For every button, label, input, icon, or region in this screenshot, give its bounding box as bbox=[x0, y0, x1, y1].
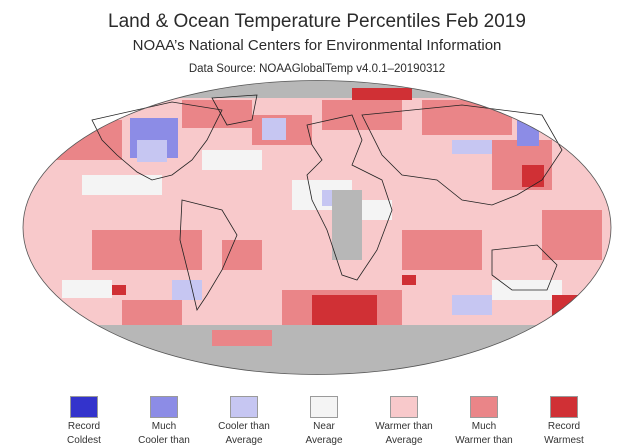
legend-label-line2: Average bbox=[225, 435, 263, 446]
record-warm-cell bbox=[402, 275, 416, 285]
near-average-cell bbox=[62, 280, 112, 298]
legend: Record Coldest Much Cooler than Cooler t… bbox=[0, 396, 634, 448]
legend-item-much-cooler: Much Cooler than bbox=[124, 396, 204, 446]
legend-item-cooler: Cooler than Average bbox=[204, 396, 284, 446]
europe-africa-outline bbox=[306, 114, 393, 281]
legend-item-near-average: Near Average bbox=[284, 396, 364, 446]
much-warmer-cell bbox=[402, 230, 482, 270]
legend-label-line2: Warmer than bbox=[455, 435, 513, 446]
cooler-cell bbox=[452, 140, 492, 154]
world-map-svg bbox=[22, 80, 612, 375]
globe-outline bbox=[22, 80, 612, 375]
legend-swatch bbox=[470, 396, 498, 418]
south-america-outline bbox=[179, 199, 238, 311]
legend-swatch bbox=[310, 396, 338, 418]
much-warmer-cell bbox=[542, 210, 602, 260]
much-warmer-cell bbox=[92, 230, 202, 270]
legend-label-line2: Average bbox=[385, 435, 423, 446]
cooler-cell bbox=[262, 118, 286, 140]
legend-item-much-warmer: Much Warmer than bbox=[444, 396, 524, 446]
record-warm-cell bbox=[112, 285, 126, 295]
legend-item-record-coldest: Record Coldest bbox=[44, 396, 124, 446]
greenland-outline bbox=[211, 94, 258, 126]
world-map bbox=[22, 80, 612, 375]
legend-label-line2: Average bbox=[305, 435, 343, 446]
record-warm-cell bbox=[312, 295, 377, 330]
legend-label-line1: Near bbox=[313, 421, 335, 432]
legend-item-warmer: Warmer than Average bbox=[364, 396, 444, 446]
near-average-cell bbox=[62, 110, 102, 120]
legend-label-line1: Cooler than bbox=[218, 421, 270, 432]
legend-label-line2: Coldest bbox=[67, 435, 101, 446]
asia-outline bbox=[361, 104, 563, 206]
map-cells bbox=[23, 80, 611, 375]
continent-outlines bbox=[91, 94, 563, 311]
map-title: Land & Ocean Temperature Percentiles Feb… bbox=[108, 11, 526, 32]
near-average-cell bbox=[82, 175, 162, 195]
north-america-outline bbox=[91, 101, 223, 181]
legend-swatch bbox=[150, 396, 178, 418]
legend-label-line1: Much bbox=[471, 421, 497, 432]
legend-label-line2: Warmest bbox=[544, 435, 584, 446]
much-warmer-cell bbox=[182, 100, 252, 128]
record-warm-cell bbox=[352, 88, 412, 100]
legend-label-line2: Cooler than bbox=[138, 435, 190, 446]
legend-label-line1: Record bbox=[67, 421, 101, 432]
no-data-arctic bbox=[23, 80, 611, 98]
cooler-cell bbox=[172, 280, 202, 300]
legend-swatch bbox=[390, 396, 418, 418]
no-data-cell bbox=[332, 190, 362, 260]
legend-label-line1: Warmer than bbox=[375, 421, 433, 432]
record-warm-cell bbox=[522, 165, 544, 187]
legend-label-line1: Record bbox=[547, 421, 581, 432]
data-source-label: Data Source: NOAAGlobalTemp v4.0.1–20190… bbox=[188, 63, 446, 75]
much-warmer-cell bbox=[212, 330, 272, 346]
much-cooler-cell bbox=[517, 120, 539, 146]
cooler-cell bbox=[137, 140, 167, 162]
legend-swatch bbox=[550, 396, 578, 418]
australia-outline bbox=[491, 244, 558, 291]
legend-swatch bbox=[230, 396, 258, 418]
cooler-cell bbox=[452, 295, 492, 315]
legend-label-line1: Much bbox=[151, 421, 177, 432]
map-subtitle: NOAA’s National Centers for Environmenta… bbox=[132, 37, 502, 54]
legend-swatch bbox=[70, 396, 98, 418]
record-warm-cell bbox=[552, 295, 592, 320]
map-header: Land & Ocean Temperature Percentiles Feb… bbox=[0, 0, 634, 77]
much-warmer-cell bbox=[42, 120, 122, 160]
legend-item-record-warmest: Record Warmest bbox=[524, 396, 604, 446]
near-average-cell bbox=[202, 150, 262, 170]
